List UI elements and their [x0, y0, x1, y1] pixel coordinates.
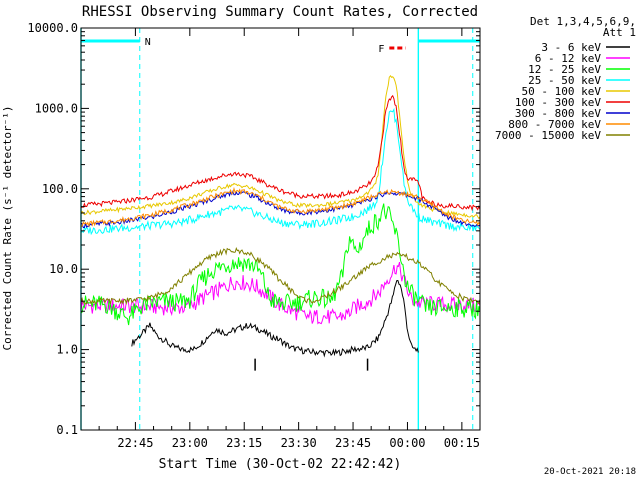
- y-axis-label: Corrected Count Rate (s⁻¹ detector⁻¹): [1, 105, 14, 350]
- series-line-7: [81, 186, 481, 228]
- legend-header: Det 1,3,4,5,6,9,: [530, 15, 636, 28]
- legend-label: 7000 - 15000 keV: [495, 129, 601, 142]
- x-tick-label: 00:00: [389, 436, 425, 450]
- plot-frame: [80, 27, 481, 431]
- legend-header: Att 1: [603, 26, 636, 39]
- y-tick-label: 0.1: [56, 423, 78, 437]
- y-tick-label: 100.0: [42, 182, 78, 196]
- x-tick-label: 23:45: [335, 436, 371, 450]
- legend-label: 50 - 100 keV: [522, 85, 602, 98]
- x-tick-label: 23:00: [172, 436, 208, 450]
- x-tick-label: 23:15: [226, 436, 262, 450]
- y-tick-label: 1.0: [56, 343, 78, 357]
- x-tick-label: 23:30: [281, 436, 317, 450]
- annotations: NF: [80, 28, 480, 430]
- legend-label: 800 - 7000 keV: [508, 118, 601, 131]
- series-layer: [80, 74, 481, 358]
- legend-label: 6 - 12 keV: [535, 52, 602, 65]
- x-axis-label: Start Time (30-Oct-02 22:42:42): [159, 457, 402, 472]
- series-line-4: [80, 74, 481, 220]
- flare-label: F: [378, 44, 384, 55]
- series-line-3: [80, 107, 481, 236]
- night-label: N: [145, 37, 151, 48]
- series-line-8: [80, 247, 481, 306]
- timestamp: 20-Oct-2021 20:18: [544, 467, 636, 477]
- legend-label: 3 - 6 keV: [541, 41, 601, 54]
- legend-label: 100 - 300 keV: [515, 96, 601, 109]
- legend-label: 12 - 25 keV: [528, 63, 601, 76]
- y-tick-label: 10000.0: [27, 21, 78, 35]
- series-line-5: [80, 94, 481, 212]
- axes: 22:45 23:00 23:15 23:30 23:45 00:00 00:15 0.1 1.…: [27, 21, 480, 450]
- chart-title: RHESSI Observing Summary Count Rates, Co…: [82, 4, 478, 20]
- series-line-2: [80, 203, 481, 326]
- y-tick-label: 10.0: [49, 262, 78, 276]
- series-line-0: [131, 279, 419, 358]
- x-tick-label: 00:15: [444, 436, 480, 450]
- legend-label: 300 - 800 keV: [515, 107, 601, 120]
- x-tick-label: 22:45: [117, 436, 153, 450]
- y-tick-label: 1000.0: [35, 101, 78, 115]
- legend-label: 25 - 50 keV: [528, 74, 601, 87]
